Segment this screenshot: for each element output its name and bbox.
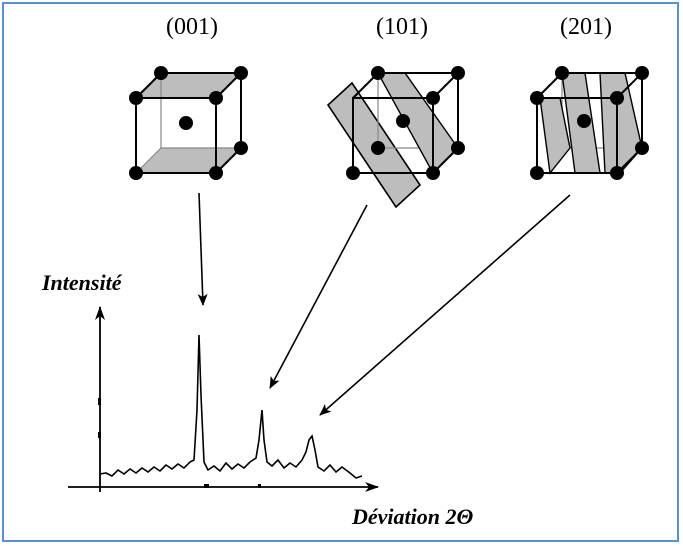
cube-201 (530, 66, 649, 180)
plane-201-c (539, 97, 571, 175)
arrow-201 (319, 194, 571, 416)
plane-001-top (136, 73, 241, 98)
plane-201-b (599, 72, 643, 174)
plane-label-001: (001) (166, 14, 218, 40)
plane-label-201: (201) (560, 14, 612, 40)
plane-001-bottom (136, 148, 241, 173)
plane-label-101: (101) (376, 14, 428, 40)
x-axis-label: Déviation 2Θ (352, 504, 474, 529)
cube-001 (129, 66, 248, 180)
diffraction-trace (99, 334, 363, 479)
y-axis-label: Intensité (42, 270, 122, 295)
arrow-101 (269, 204, 368, 389)
cube-101 (326, 66, 465, 209)
arrow-001 (197, 192, 208, 306)
